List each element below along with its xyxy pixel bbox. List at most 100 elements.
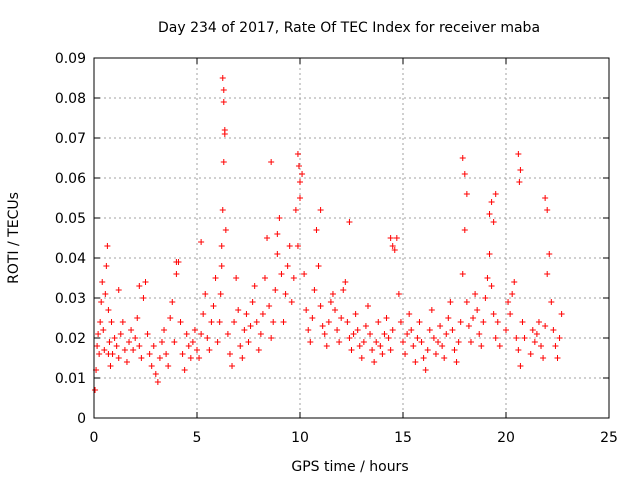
data-point (113, 343, 120, 349)
data-point (467, 339, 474, 345)
data-point (402, 351, 409, 357)
data-point (268, 159, 275, 165)
data-point (97, 319, 104, 325)
data-point (546, 251, 553, 257)
data-point (410, 343, 417, 349)
data-point (130, 347, 137, 353)
data-point (375, 319, 382, 325)
data-point (478, 343, 485, 349)
data-point (515, 151, 522, 157)
data-point (494, 319, 501, 325)
x-tick-label: 20 (497, 430, 515, 446)
data-point (307, 339, 314, 345)
data-point (443, 331, 450, 337)
data-point (272, 287, 279, 293)
data-point (231, 319, 238, 325)
data-point (126, 339, 133, 345)
data-point (327, 299, 334, 305)
data-point (200, 311, 207, 317)
data-point (171, 339, 178, 345)
data-point (105, 307, 112, 313)
data-point (336, 339, 343, 345)
data-point (226, 351, 233, 357)
data-point (198, 331, 205, 337)
y-tick-label: 0.07 (55, 131, 86, 147)
data-point (191, 327, 198, 333)
data-point (313, 227, 320, 233)
data-point (463, 191, 470, 197)
data-point (457, 319, 464, 325)
data-point (264, 235, 271, 241)
data-point (280, 319, 287, 325)
data-point (290, 275, 297, 281)
data-point (119, 319, 126, 325)
data-point (108, 319, 115, 325)
data-point (381, 331, 388, 337)
data-point (319, 323, 326, 329)
data-point (511, 279, 518, 285)
data-point (496, 343, 503, 349)
data-point (99, 279, 106, 285)
data-point (154, 379, 161, 385)
data-point (340, 287, 347, 293)
grid-lines (94, 58, 609, 418)
y-tick-label: 0.06 (55, 171, 86, 187)
data-point (371, 359, 378, 365)
data-point (189, 339, 196, 345)
data-point (173, 271, 180, 277)
data-point (301, 271, 308, 277)
data-point (476, 331, 483, 337)
data-point (364, 303, 371, 309)
data-point (414, 335, 421, 341)
data-point (358, 355, 365, 361)
data-point (253, 319, 260, 325)
data-point (321, 331, 328, 337)
data-point (136, 343, 143, 349)
data-point (490, 311, 497, 317)
data-point (465, 323, 472, 329)
data-point (183, 331, 190, 337)
data-points (92, 75, 565, 393)
data-point (134, 315, 141, 321)
data-point (150, 343, 157, 349)
data-point (356, 343, 363, 349)
data-point (274, 251, 281, 257)
data-point (92, 387, 99, 393)
data-point (486, 211, 493, 217)
data-point (181, 367, 188, 373)
data-point (459, 271, 466, 277)
data-point (198, 239, 205, 245)
data-point (515, 347, 522, 353)
data-point (146, 351, 153, 357)
data-point (173, 259, 180, 265)
data-point (486, 251, 493, 257)
y-tick-label: 0.09 (55, 51, 86, 67)
data-point (105, 351, 112, 357)
data-point (387, 235, 394, 241)
y-tick-label: 0.04 (55, 251, 86, 267)
data-point (447, 299, 454, 305)
data-point (216, 319, 223, 325)
data-point (217, 291, 224, 297)
y-tick-label: 0 (77, 411, 86, 427)
data-point (219, 75, 226, 81)
data-point (548, 299, 555, 305)
data-point (480, 319, 487, 325)
data-point (482, 295, 489, 301)
data-point (408, 327, 415, 333)
data-point (317, 207, 324, 213)
data-point (453, 359, 460, 365)
data-point (220, 87, 227, 93)
data-point (106, 339, 113, 345)
data-point (148, 363, 155, 369)
data-point (295, 163, 302, 169)
data-point (348, 347, 355, 353)
data-point (115, 287, 122, 293)
data-point (219, 207, 226, 213)
data-point (152, 371, 159, 377)
data-point (121, 347, 128, 353)
data-point (276, 215, 283, 221)
data-point (288, 299, 295, 305)
data-point (107, 363, 114, 369)
